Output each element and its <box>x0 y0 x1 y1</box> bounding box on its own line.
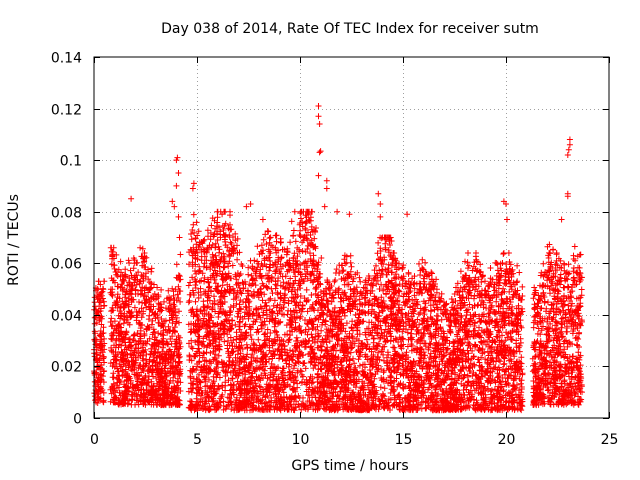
chart-title: Day 038 of 2014, Rate Of TEC Index for r… <box>161 21 539 37</box>
x-tick-label: 25 <box>601 432 619 448</box>
y-tick-label: 0.04 <box>51 309 82 325</box>
x-tick-label: 15 <box>395 432 413 448</box>
y-tick-label: 0.02 <box>51 360 82 376</box>
y-tick-label: 0.12 <box>51 103 82 119</box>
y-tick-label: 0.1 <box>60 154 82 170</box>
y-tick-label: 0.06 <box>51 257 82 273</box>
data-markers <box>91 103 585 414</box>
x-axis-label: GPS time / hours <box>291 458 408 474</box>
axis-ticks: 0 0.02 0.04 0.06 0.08 0.1 0.12 0.14 0 5 10 15 20 25 <box>51 51 619 449</box>
y-tick-label: 0.14 <box>51 51 82 67</box>
x-tick-label: 5 <box>193 432 202 448</box>
y-tick-label: 0.08 <box>51 206 82 222</box>
x-tick-label: 10 <box>292 432 310 448</box>
y-tick-label: 0 <box>73 412 82 428</box>
x-tick-label: 20 <box>498 432 516 448</box>
plot-frame <box>93 56 610 419</box>
data-points <box>91 103 585 414</box>
x-tick-label: 0 <box>90 432 99 448</box>
y-axis-label: ROTI / TECUs <box>6 194 22 286</box>
